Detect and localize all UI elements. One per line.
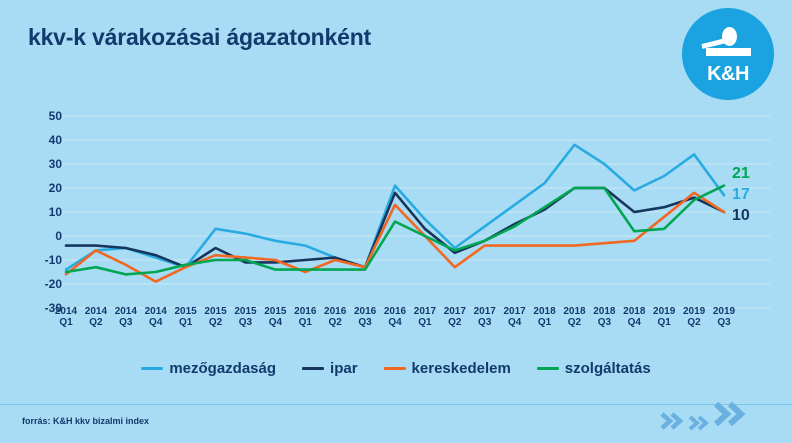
x-axis-tick-label: 2019 Q2 xyxy=(682,306,706,328)
x-axis: 2014 Q1 2014 Q2 2014 Q3 2014 Q4 2015 Q1 2015 Q2 2015… xyxy=(0,302,792,344)
x-axis-tick-label: 2016 Q1 xyxy=(294,306,317,328)
y-axis-tick-label: 0 xyxy=(55,229,62,243)
y-axis-tick-label: 20 xyxy=(48,181,62,195)
x-axis-tick-label: 2017 Q1 xyxy=(413,306,437,328)
x-axis-tick-label: 2015 Q1 xyxy=(174,306,197,328)
x-axis-tick-label: 2014 Q4 xyxy=(144,306,167,328)
y-axis-tick-label: 10 xyxy=(48,205,62,219)
x-axis-tick-label: 2015 Q3 xyxy=(234,306,257,328)
end-value-label-szolgáltatás: 21 xyxy=(732,164,750,182)
kh-logo: K&H xyxy=(682,8,774,100)
page-title: kkv-k várakozásai ágazatonként xyxy=(28,24,372,50)
x-axis-tick-label: 2014 Q1 xyxy=(54,306,78,328)
end-value-label-mezőgazdaság: 17 xyxy=(732,186,750,204)
x-axis-tick-label: 2016 Q4 xyxy=(383,306,407,328)
y-axis-tick-label: 40 xyxy=(48,133,62,147)
y-axis-tick-label: 50 xyxy=(48,109,62,123)
legend-label: szolgáltatás xyxy=(564,359,651,377)
series-line-szolgáltatás xyxy=(64,184,726,276)
legend-swatch-icon xyxy=(302,366,325,370)
legend-item-ipar[interactable]: ipar xyxy=(302,360,358,377)
legend-item-szolgáltatás[interactable]: szolgáltatás xyxy=(536,359,651,377)
header: kkv-k várakozásai ágazatonként K&H xyxy=(0,0,792,100)
y-axis-tick-label: -30 xyxy=(44,301,62,315)
y-axis-tick-label: 30 xyxy=(48,157,62,171)
person-with-bar-icon xyxy=(700,26,756,61)
series-line-ipar xyxy=(64,186,726,269)
footer-divider xyxy=(0,404,792,405)
x-axis-tick-label: 2014 Q2 xyxy=(84,306,108,328)
chart-legend: mezőgazdaság ipar kereskedelem szolgáltatás xyxy=(0,355,792,381)
legend-label: ipar xyxy=(330,359,358,377)
x-axis-tick-label: 2015 Q4 xyxy=(264,306,287,328)
legend-label: kereskedelem xyxy=(411,359,511,377)
source-note: forrás: K&H kkv bizalmi index xyxy=(22,416,150,426)
double-chevron-right-icon xyxy=(660,401,746,431)
x-axis-tick-label: 2014 Q3 xyxy=(114,306,137,328)
x-axis-tick-label: 2019 Q1 xyxy=(653,306,676,328)
legend-swatch-icon xyxy=(536,366,559,370)
legend-label: mezőgazdaság xyxy=(169,359,277,377)
legend-swatch-icon xyxy=(383,366,406,370)
x-axis-tick-label: 2016 Q3 xyxy=(353,306,377,328)
chart-series-layer xyxy=(64,143,726,283)
x-axis-tick-label: 2018 Q1 xyxy=(533,306,556,328)
x-axis-tick-label: 2019 Q3 xyxy=(712,306,736,328)
legend-item-kereskedelem[interactable]: kereskedelem xyxy=(383,359,511,377)
logo-text: K&H xyxy=(707,62,749,85)
y-axis-tick-label: -20 xyxy=(44,277,62,291)
y-axis-tick-label: -10 xyxy=(44,253,62,267)
series-line-kereskedelem xyxy=(64,191,726,283)
x-axis-tick-label: 2016 Q2 xyxy=(324,306,347,328)
y-axis: 50 40 30 20 10 0 -10 -20 -30 xyxy=(28,90,62,315)
x-axis-tick-label: 2018 Q2 xyxy=(563,306,586,328)
chart-gridlines xyxy=(62,115,770,309)
x-axis-tick-label: 2017 Q2 xyxy=(443,306,466,328)
end-value-label-ipar: 10 xyxy=(732,207,750,224)
x-axis-tick-label: 2015 Q2 xyxy=(204,306,227,328)
x-axis-tick-label: 2018 Q4 xyxy=(623,306,646,328)
x-axis-tick-label: 2017 Q4 xyxy=(503,306,526,328)
legend-item-mezőgazdaság[interactable]: mezőgazdaság xyxy=(141,360,276,377)
legend-swatch-icon xyxy=(141,366,164,370)
x-axis-tick-label: 2018 Q3 xyxy=(593,306,616,328)
chart-plot-area: 50 40 30 20 10 0 -10 -20 -30 17 10 21 2014 Q1 2014 Q2… xyxy=(0,90,792,350)
x-axis-tick-label: 2017 Q3 xyxy=(473,306,496,328)
